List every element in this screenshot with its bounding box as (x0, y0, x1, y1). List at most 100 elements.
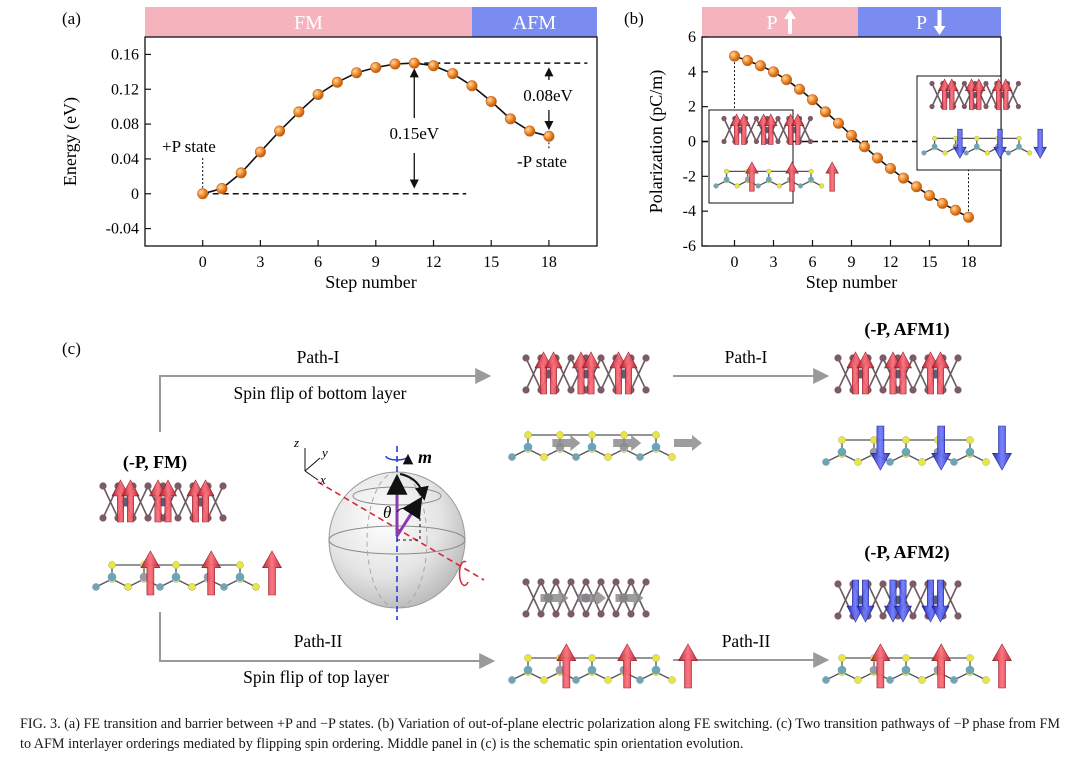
spin-up-arrow-icon (931, 351, 950, 395)
svg-text:z: z (293, 435, 299, 450)
panel-label-a: (a) (62, 9, 81, 28)
plot-frame-a (144, 36, 598, 247)
spin-up-arrow-icon (677, 643, 699, 689)
lower-layer-structure (508, 431, 702, 461)
data-point (408, 57, 420, 69)
x-tick-label: 9 (848, 254, 856, 271)
data-point (832, 117, 844, 129)
data-point (216, 183, 228, 195)
y-tick-label: 0.08 (111, 116, 139, 133)
path-i-arrow (159, 368, 492, 432)
spin-up-arrow-icon (201, 550, 222, 596)
energy-line (202, 62, 550, 195)
data-point (428, 60, 440, 72)
y-tick-label: 0.16 (111, 46, 139, 63)
x-tick-label: 15 (483, 254, 499, 271)
p-up-band (702, 7, 858, 37)
annotations-a: 0.15eV 0.08eV +P state -P state (162, 62, 588, 195)
m-vector-tilted (395, 496, 423, 537)
spin-up-arrow-icon (825, 161, 839, 192)
spin-down-arrow-icon (856, 579, 875, 623)
svg-text:x: x (319, 472, 326, 487)
data-point (447, 68, 459, 80)
y-tick-label: -6 (683, 238, 696, 255)
y-tick-label: 6 (688, 29, 696, 46)
y-tick-label: 0 (131, 186, 139, 203)
x-tick-label: 6 (314, 254, 322, 271)
data-point (274, 125, 286, 137)
lower-layer-structure (822, 425, 1013, 471)
data-point (962, 211, 974, 223)
p-down-band-label: P (916, 12, 927, 34)
spin-down-arrow-icon (953, 128, 967, 159)
svg-text:y: y (320, 445, 328, 460)
x-tick-label: 3 (770, 254, 778, 271)
y-tick-label: 4 (688, 64, 696, 81)
path-ii-arrow (159, 612, 496, 669)
panel-c-pathways: (c) Path-I Spin flip of bottom layer Pat… (62, 78, 1047, 689)
path-ii-label: Path-II (294, 631, 343, 651)
data-point (819, 106, 831, 118)
spin-up-arrow-icon (945, 78, 959, 110)
fm-band (145, 7, 472, 37)
spin-down-arrow-icon (993, 128, 1007, 159)
rotate-axis-icon (458, 560, 469, 587)
in-plane-spin-arrow-icon (578, 590, 606, 606)
spin-up-arrow-icon (870, 643, 891, 689)
data-point (780, 74, 792, 86)
upper-layer-structure (99, 479, 227, 523)
data-point (910, 181, 922, 193)
rotate-z-icon (385, 453, 414, 465)
m-label: m (418, 447, 432, 467)
spin-sphere-schematic: θ m z y x (293, 435, 485, 620)
data-point (806, 94, 818, 106)
data-point (524, 125, 536, 137)
polarization-points (728, 50, 974, 223)
spin-down-arrow-icon (931, 579, 950, 623)
fm-band-label: FM (294, 12, 323, 34)
plus-state-label: +P state (162, 137, 216, 156)
state-fm-label: (-P, FM) (123, 452, 187, 473)
crystal-structures (92, 78, 1047, 689)
lower-layer-structure (921, 128, 1047, 159)
data-point (312, 88, 324, 100)
spin-up-arrow-icon (745, 161, 759, 192)
data-point (936, 197, 948, 209)
spin-down-arrow-icon (893, 579, 913, 623)
x-axis-label-a: Step number (325, 272, 417, 292)
upper-layer-structure (929, 78, 1021, 110)
data-point (793, 83, 805, 95)
data-point (485, 95, 497, 107)
path-ii-description: Spin flip of top layer (243, 667, 389, 687)
spin-up-arrow-icon (991, 643, 1013, 689)
afm-gap-label: 0.08eV (523, 86, 573, 105)
x-tick-label: 18 (541, 254, 557, 271)
y-tick-label: 0.04 (111, 151, 139, 168)
data-point (235, 167, 247, 179)
spin-up-arrow-icon (581, 351, 601, 395)
upper-layer-structure (834, 579, 962, 623)
spin-down-arrow-icon (991, 425, 1013, 471)
data-point (351, 67, 363, 79)
upper-layer-structure (522, 351, 650, 395)
state-afm1-label: (-P, AFM1) (864, 319, 949, 340)
afm-band-label: AFM (513, 12, 557, 34)
data-point (293, 106, 305, 118)
arrow-up-icon (784, 10, 796, 34)
figure-caption: FIG. 3. (a) FE transition and barrier be… (20, 716, 1060, 752)
spin-up-arrow-icon (261, 550, 283, 596)
p-down-band (858, 7, 1001, 37)
lower-layer-structure (92, 550, 283, 596)
lower-layer-structure (713, 161, 839, 192)
spin-up-arrow-icon (556, 643, 577, 689)
path-i-label: Path-I (297, 347, 340, 367)
rotation-arc-icon (399, 473, 429, 501)
panel-label-c: (c) (62, 339, 81, 358)
data-point (858, 141, 870, 153)
data-point (728, 50, 740, 62)
x-tick-label: 12 (883, 254, 899, 271)
upper-layer-structure (834, 351, 962, 395)
p-up-band-label: P (766, 12, 777, 34)
axis-ticks-b: 0 3 6 9 12 15 18 -6 -4 -2 0 2 4 6 (683, 29, 977, 271)
spin-up-arrow-icon (791, 113, 805, 145)
